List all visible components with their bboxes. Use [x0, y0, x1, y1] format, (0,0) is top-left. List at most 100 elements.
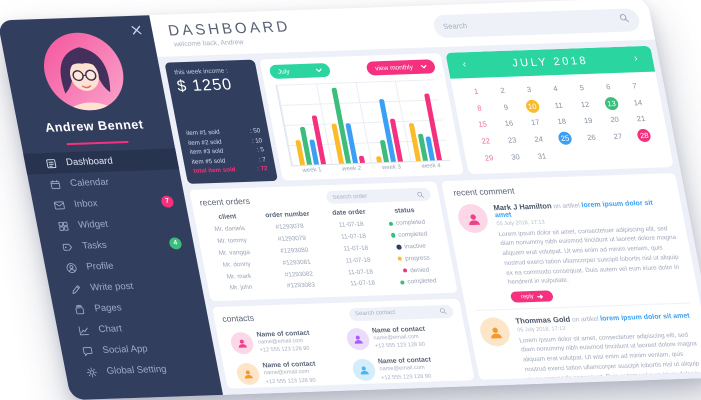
calendar-day[interactable]: 2 [499, 85, 506, 95]
calendar-day[interactable]: 26 [586, 133, 597, 143]
calendar-day[interactable]: 31 [536, 151, 547, 161]
calendar-day[interactable]: 4 [552, 83, 559, 94]
calendar-day[interactable]: 23 [507, 135, 518, 146]
comment-item: Mark J Hamilton on artikel lorem ipsum d… [454, 190, 690, 310]
calendar-day[interactable]: 28 [636, 129, 653, 143]
pencil-icon [72, 284, 80, 294]
calendar-day[interactable]: 20 [609, 115, 620, 125]
calendar-day[interactable]: 22 [480, 136, 491, 146]
status-dot [399, 280, 405, 285]
calendar-day[interactable]: 16 [503, 119, 515, 129]
calendar-day[interactable]: 19 [583, 116, 594, 126]
sidebar-item-pages[interactable]: Pages [52, 294, 208, 320]
tasks-icon [62, 243, 72, 251]
search-icon[interactable] [438, 307, 448, 315]
sidebar-item-inbox[interactable]: Inbox 7 [31, 190, 187, 216]
calendar-icon [50, 179, 61, 189]
arrow-right-icon [536, 294, 543, 299]
calendar-day[interactable]: 1 [473, 86, 480, 96]
comment-author: Mark J Hamilton [492, 201, 553, 213]
list-item[interactable]: Name of contact name@email.com +12 555 1… [350, 356, 467, 384]
calendar-day[interactable]: 25 [557, 131, 573, 146]
calendar-day[interactable]: 27 [612, 132, 623, 142]
search-icon[interactable] [416, 190, 426, 198]
recent-orders-card: recent orders client order number [189, 181, 458, 301]
contacts-title: contacts [221, 312, 255, 324]
sidebar-item-profile[interactable]: Profile [43, 253, 199, 279]
calendar-day[interactable]: 29 [484, 153, 495, 163]
calendar-day[interactable]: 30 [510, 152, 521, 162]
sidebar-item-global-setting[interactable]: Global Setting [64, 357, 220, 383]
sidebar-menu: Dashboard Calendar Inbox 7 Widget Tasks … [23, 148, 220, 383]
sidebar-item-social-app[interactable]: Social App [60, 336, 216, 362]
chevron-down-icon [420, 64, 427, 69]
list-item[interactable]: Name of contact name@email.com +12 555 1… [228, 328, 345, 356]
sidebar-item-widget[interactable]: Widget [35, 211, 191, 237]
orders-title: recent orders [198, 195, 251, 208]
calendar-day[interactable]: 18 [556, 117, 567, 127]
inbox-badge: 7 [160, 195, 175, 208]
calendar-day[interactable]: 10 [524, 99, 540, 113]
list-item[interactable]: Name of contact name@email.com +12 555 1… [235, 360, 351, 388]
calendar-day[interactable]: 12 [579, 99, 591, 109]
sidebar-item-label: Chart [97, 323, 123, 336]
search-icon[interactable] [617, 10, 631, 28]
bar-group [285, 84, 327, 166]
calendar-next-button[interactable]: › [633, 53, 639, 65]
calendar-day[interactable]: 14 [632, 97, 643, 108]
comment-body: Lorem ipsum dolor sit amet, consectetuer… [518, 331, 701, 380]
calendar-day[interactable]: 6 [605, 82, 612, 92]
x-tick-label: week 4 [421, 163, 442, 170]
calendar-day[interactable]: 21 [636, 114, 647, 124]
widget-icon [58, 221, 69, 231]
contact-search[interactable] [348, 304, 455, 322]
calendar-day[interactable]: 3 [525, 84, 532, 94]
calendar-prev-button[interactable]: ‹ [461, 59, 468, 71]
person-icon [238, 339, 247, 348]
calendar-day[interactable]: 7 [631, 81, 638, 91]
calendar-day[interactable]: 17 [530, 118, 541, 128]
sidebar-item-write-post[interactable]: Write post [48, 274, 204, 300]
contact-avatar [235, 363, 262, 386]
contacts-card: contacts Name of contact [211, 298, 475, 389]
income-stats: item #1 sold: 50 item #2 sold: 10 item #… [185, 126, 269, 176]
contact-avatar [350, 359, 377, 382]
sidebar-item-chart[interactable]: Chart [56, 315, 212, 341]
status-dot [388, 221, 394, 227]
dashboard-icon [46, 158, 57, 168]
month-filter-dropdown[interactable]: July [268, 62, 332, 79]
calendar-day[interactable]: 11 [553, 100, 564, 110]
sidebar-item-tasks[interactable]: Tasks 4 [39, 232, 195, 258]
sidebar: Andrew Bennet Dashboard Calendar Inbox 7… [0, 15, 224, 400]
order-search[interactable] [325, 187, 432, 205]
user-name: Andrew Bennet [43, 117, 145, 135]
sidebar-item-label: Write post [89, 280, 135, 294]
bar-group [323, 82, 365, 164]
contact-avatar [228, 331, 256, 355]
calendar-day[interactable]: 5 [578, 83, 585, 93]
contact-search-input[interactable] [354, 308, 440, 318]
close-icon[interactable] [130, 23, 143, 35]
calendar-grid: 1 2 3 4 5 6 7 8 9 10 11 12 13 14 15 16 17 18 19 20 21 22 23 24 2… [450, 72, 673, 175]
calendar-day[interactable]: 8 [476, 103, 483, 113]
sidebar-item-calendar[interactable]: Calendar [27, 169, 183, 195]
list-item[interactable]: Name of contact name@email.com +12 555 1… [344, 324, 460, 352]
comment-body: Lorem ipsum dolor sit amet, consectetuer… [497, 224, 680, 287]
calendar-day[interactable]: 24 [533, 134, 544, 145]
global-search[interactable] [431, 7, 642, 38]
income-label: this week income : [173, 67, 229, 77]
header: DASHBOARD welcome back, Andrew [149, 0, 656, 57]
order-search-input[interactable] [331, 191, 418, 201]
view-monthly-dropdown[interactable]: view monthly [365, 59, 437, 76]
bar-group [400, 80, 442, 161]
calendar-day[interactable]: 13 [603, 96, 620, 111]
search-input[interactable] [442, 15, 620, 31]
inbox-icon [53, 200, 65, 209]
sidebar-item-dashboard[interactable]: Dashboard [23, 148, 180, 175]
calendar-day[interactable]: 15 [477, 120, 488, 130]
sidebar-item-label: Calendar [69, 176, 110, 190]
calendar-day[interactable]: 9 [502, 102, 509, 112]
reply-button[interactable]: reply [509, 290, 554, 303]
sidebar-item-label: Dashboard [65, 155, 114, 169]
